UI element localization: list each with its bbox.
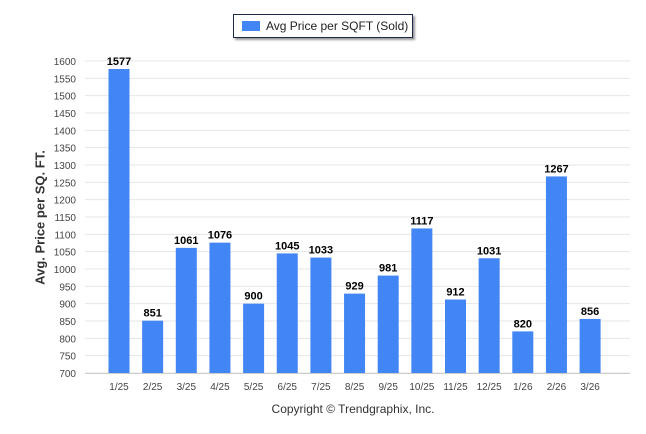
- y-tick-label: 950: [59, 282, 76, 293]
- data-label: 851: [143, 308, 161, 320]
- bar-11/25: [445, 299, 466, 373]
- data-label: 820: [514, 318, 532, 330]
- x-tick-label: 3/26: [580, 382, 600, 393]
- y-tick-label: 1500: [54, 92, 77, 103]
- data-label: 1577: [107, 56, 131, 68]
- bar-8/25: [344, 293, 366, 373]
- bar-2/26: [545, 176, 567, 373]
- data-label: 1045: [275, 240, 299, 252]
- y-tick-label: 1250: [54, 178, 77, 189]
- y-tick-label: 1100: [54, 230, 76, 241]
- x-tick-label: 2/26: [547, 382, 567, 393]
- data-label: 900: [244, 291, 262, 303]
- legend: Avg Price per SQFT (Sold): [233, 14, 413, 38]
- x-tick-label: 2/25: [143, 382, 163, 393]
- y-tick-label: 1050: [54, 248, 77, 259]
- bar-4/25: [209, 242, 231, 373]
- y-tick-label: 1550: [54, 74, 77, 85]
- data-label: 1061: [174, 235, 198, 247]
- y-tick-label: 1300: [54, 161, 77, 172]
- data-label: 1033: [309, 245, 333, 257]
- x-tick-label: 8/25: [345, 382, 365, 393]
- bar-1/25: [108, 68, 130, 374]
- data-label: 1031: [477, 245, 501, 257]
- data-label: 981: [379, 263, 397, 275]
- y-tick-label: 800: [59, 334, 76, 345]
- bar-5/25: [243, 303, 265, 373]
- y-axis-label: Avg. Price per SQ. FT.: [32, 150, 48, 285]
- y-tick-label: 1600: [54, 57, 77, 68]
- y-tick-label: 1200: [54, 196, 77, 207]
- y-tick-label: 1000: [54, 265, 77, 276]
- copyright-text: Copyright © Trendgraphix, Inc.: [271, 402, 435, 416]
- legend-swatch: [242, 21, 260, 31]
- y-tick-label: 1400: [54, 126, 77, 137]
- bar-7/25: [310, 257, 332, 373]
- x-tick-label: 12/25: [477, 382, 502, 393]
- bar-6/25: [276, 253, 298, 373]
- data-label: 1076: [208, 230, 232, 242]
- x-tick-label: 7/25: [311, 382, 331, 393]
- y-tick-label: 1350: [54, 144, 77, 155]
- data-label: 1117: [410, 215, 433, 227]
- x-tick-label: 5/25: [244, 382, 264, 393]
- y-tick-label: 750: [59, 352, 76, 363]
- bar-10/25: [411, 228, 433, 373]
- data-label: 929: [345, 281, 363, 293]
- x-tick-label: 1/26: [513, 382, 533, 393]
- y-tick-label: 700: [59, 369, 76, 380]
- bar-2/25: [142, 320, 164, 373]
- x-tick-label: 11/25: [443, 382, 468, 393]
- x-tick-label: 9/25: [378, 382, 398, 393]
- data-label: 912: [446, 287, 464, 299]
- data-label: 1267: [544, 163, 568, 175]
- bar-3/26: [579, 318, 601, 373]
- bar-12/25: [478, 258, 500, 373]
- x-tick-label: 6/25: [278, 382, 298, 393]
- x-tick-label: 4/25: [210, 382, 230, 393]
- bar-1/26: [512, 331, 534, 373]
- bar-9/25: [377, 275, 399, 373]
- y-tick-label: 850: [59, 317, 76, 328]
- legend-label: Avg Price per SQFT (Sold): [266, 19, 409, 33]
- y-tick-label: 1150: [54, 213, 76, 224]
- y-tick-label: 1450: [54, 109, 77, 120]
- y-tick-label: 900: [59, 300, 76, 311]
- bar-3/25: [175, 247, 197, 373]
- x-tick-label: 1/25: [109, 382, 129, 393]
- x-tick-label: 3/25: [177, 382, 197, 393]
- x-tick-label: 10/25: [409, 382, 434, 393]
- data-label: 856: [581, 306, 599, 318]
